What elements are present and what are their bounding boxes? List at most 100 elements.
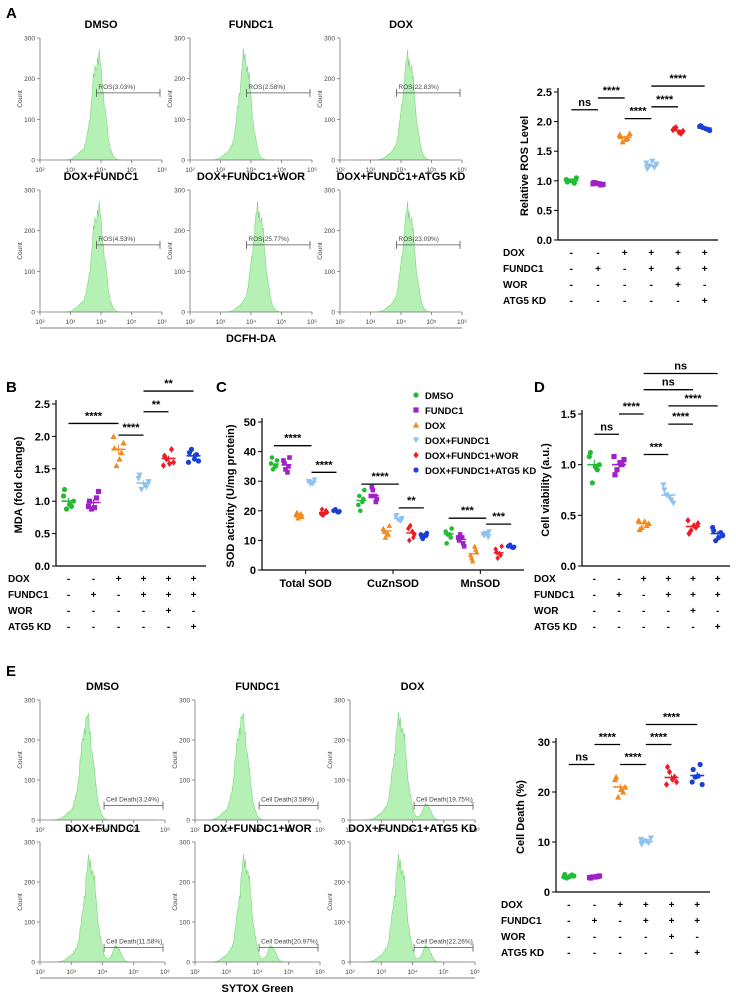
x-tick-label: 10³ [67, 827, 77, 834]
data-point [116, 455, 123, 462]
condition-sign: - [117, 622, 120, 633]
legend-marker [413, 407, 419, 413]
data-point [85, 503, 92, 509]
condition-sign: + [665, 590, 671, 601]
y-tick-label: 200 [179, 738, 190, 745]
data-point [720, 533, 726, 539]
data-point [587, 875, 594, 881]
data-point [485, 535, 491, 541]
y-axis-label: Count [317, 90, 324, 108]
x-tick-label: 10³ [67, 969, 77, 976]
y-tick-label: 100 [179, 778, 190, 785]
y-axis-label: Count [172, 893, 179, 911]
x-tick-label: 10² [35, 167, 45, 174]
data-point [285, 470, 290, 475]
y-tick-label: 200 [24, 880, 35, 887]
flow-panel-title: DMSO [86, 681, 119, 693]
data-point [680, 127, 686, 135]
significance-label: ns [662, 377, 675, 389]
data-point [612, 472, 618, 478]
gate-label: ROS(25.77%) [248, 236, 288, 243]
significance-label: ** [164, 378, 173, 390]
data-point [626, 130, 633, 137]
y-tick-label: 1.5 [537, 146, 552, 158]
condition-sign: - [593, 590, 596, 601]
data-point [647, 835, 654, 842]
condition-row-label: ATG5 KD [503, 296, 546, 307]
y-tick-label: 10 [538, 837, 550, 849]
legend-label: DOX+FUNDC1 [425, 436, 490, 447]
condition-row-label: WOR [501, 932, 526, 943]
condition-sign: - [617, 574, 620, 585]
data-point [645, 520, 652, 527]
condition-sign: - [570, 264, 573, 275]
data-point [703, 126, 709, 132]
histogram-area [52, 48, 153, 161]
y-tick-label: 1.0 [537, 176, 552, 188]
y-tick-label: 0 [31, 818, 35, 825]
condition-sign: + [643, 916, 649, 927]
y-tick-label: 200 [24, 76, 35, 83]
condition-sign: + [648, 248, 654, 259]
significance-label: **** [284, 433, 302, 445]
y-tick-label: 20 [538, 787, 550, 799]
data-point [564, 179, 570, 185]
condition-sign: + [91, 590, 97, 601]
significance-label: *** [650, 442, 664, 454]
data-point [676, 128, 682, 136]
data-point [592, 464, 598, 470]
data-point [695, 773, 701, 779]
x-tick-label: 10⁶ [160, 969, 170, 976]
data-point [170, 458, 177, 466]
condition-sign: - [642, 606, 645, 617]
data-point [374, 496, 380, 502]
condition-sign: + [622, 248, 628, 259]
condition-sign: - [167, 622, 170, 633]
condition-sign: + [694, 948, 700, 959]
data-point [286, 464, 291, 469]
data-point [449, 526, 454, 531]
y-tick-label: 2.5 [537, 87, 552, 99]
flow-panel-title: DOX+FUNDC1+ATG5 KD [337, 171, 466, 183]
x-tick-label: Total SOD [279, 578, 331, 590]
x-tick-label: 10⁴ [252, 969, 262, 976]
y-axis-label: Count [17, 90, 24, 108]
y-tick-label: 100 [24, 920, 35, 927]
y-tick-label: 1.5 [561, 409, 576, 421]
data-point [397, 517, 403, 524]
condition-sign: - [67, 606, 70, 617]
condition-sign: + [648, 264, 654, 275]
data-point [444, 541, 449, 546]
condition-sign: - [642, 622, 645, 633]
legend-label: DOX [425, 421, 446, 432]
significance-label: ns [600, 421, 613, 433]
condition-sign: - [567, 932, 570, 943]
x-tick-label: 10³ [66, 319, 76, 326]
data-point [410, 528, 415, 535]
flow-x-axis-label: DCFH-DA [226, 333, 276, 345]
data-point [697, 761, 703, 768]
data-point [370, 487, 376, 493]
y-tick-label: 100 [24, 117, 35, 124]
significance-label: **** [669, 73, 687, 85]
data-point [615, 793, 622, 800]
data-point [591, 179, 597, 186]
data-point [621, 457, 627, 463]
data-point [695, 520, 701, 527]
data-point [495, 555, 500, 562]
data-point [141, 482, 148, 489]
flow-panel-title: DOX+FUNDC1 [65, 823, 140, 835]
data-point [571, 873, 577, 879]
flow-panel-title: DOX [389, 19, 414, 31]
condition-row-label: FUNDC1 [8, 590, 49, 601]
data-point [643, 838, 650, 845]
data-point [335, 509, 340, 515]
x-tick-label: 10³ [216, 319, 226, 326]
data-point [362, 487, 367, 493]
data-point [671, 125, 677, 133]
data-point [497, 550, 502, 557]
flow-panel-title: DOX+FUNDC1 [64, 171, 139, 183]
data-point [661, 487, 668, 494]
data-point [635, 517, 642, 523]
flow-panel-title: FUNDC1 [229, 19, 274, 31]
